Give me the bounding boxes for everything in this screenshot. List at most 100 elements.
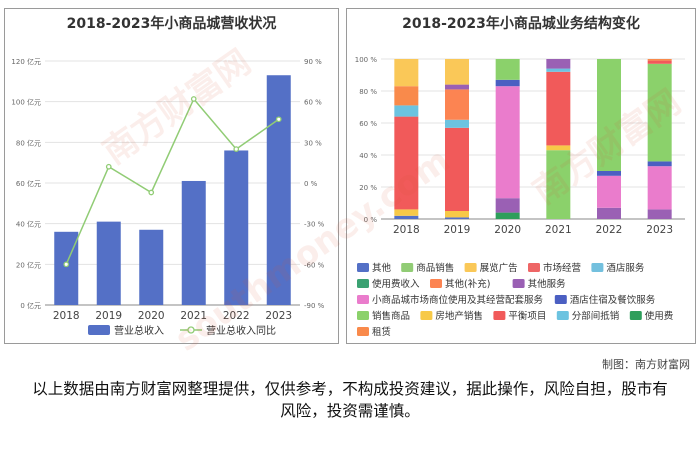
y-right-tick-label: 60 % bbox=[304, 99, 322, 107]
stack-segment bbox=[597, 207, 621, 219]
y-tick-label: 40 % bbox=[359, 152, 377, 160]
stack-segment bbox=[445, 84, 469, 90]
stack-segment bbox=[394, 116, 419, 210]
y-tick-label: 0 % bbox=[364, 216, 378, 224]
x-tick-label: 2020 bbox=[138, 310, 165, 322]
stack-segment bbox=[445, 59, 469, 85]
stack-segment bbox=[394, 209, 419, 216]
stack-segment bbox=[546, 59, 571, 69]
legend-swatch bbox=[357, 311, 369, 320]
stack-segment bbox=[445, 89, 469, 120]
y-right-tick-label: -90 % bbox=[304, 302, 325, 310]
legend-swatch bbox=[430, 279, 442, 288]
legend-swatch bbox=[528, 263, 540, 272]
revenue-bar bbox=[139, 229, 164, 305]
stack-segment bbox=[647, 59, 672, 61]
stack-segment bbox=[546, 145, 571, 151]
yoy-line bbox=[65, 97, 280, 265]
y-left-tick-label: 40 亿元 bbox=[16, 220, 41, 229]
stack-segment bbox=[546, 150, 571, 219]
legend-marker-yoy bbox=[187, 326, 195, 334]
legend-swatch bbox=[357, 327, 369, 336]
y-right-tick-label: 90 % bbox=[304, 58, 322, 66]
stack-segment bbox=[495, 59, 520, 80]
stack-segment bbox=[647, 60, 672, 64]
stack-segment bbox=[597, 171, 621, 176]
revenue-chart-panel: 2018-2023年小商品城营收状况 0 亿元 -90 % 20 亿元 -60 % 40… bbox=[4, 8, 339, 344]
y-left-tick-label: 0 亿元 bbox=[20, 301, 41, 310]
legend-label: 其他服务 bbox=[528, 278, 567, 290]
legend-swatch bbox=[556, 311, 569, 320]
legend-swatch bbox=[464, 263, 477, 272]
stack-segment bbox=[394, 86, 419, 106]
stack-segment bbox=[495, 86, 520, 199]
stack-segment bbox=[495, 79, 520, 87]
x-tick-label: 2022 bbox=[223, 310, 250, 322]
stack-segment bbox=[597, 59, 621, 171]
legend-label: 小商品城市场商位使用及其经营配套服务 bbox=[372, 294, 544, 306]
stack-segment bbox=[445, 217, 469, 219]
revenue-bar bbox=[266, 75, 291, 305]
structure-chart-panel: 2018-2023年小商品城业务结构变化 0 % 20 % 40 % 60 % 80 %… bbox=[346, 8, 696, 344]
stack-segment bbox=[445, 119, 469, 128]
legend-label: 市场经营 bbox=[543, 262, 581, 274]
legend-label: 商品销售 bbox=[416, 262, 454, 274]
legend-swatch bbox=[401, 263, 414, 272]
y-left-tick-label: 120 亿元 bbox=[11, 57, 41, 66]
stack-segment bbox=[445, 211, 469, 218]
legend-label: 其他 bbox=[372, 262, 392, 274]
legend-swatch bbox=[629, 311, 642, 320]
x-tick-label: 2018 bbox=[393, 224, 420, 236]
legend-label-yoy: 营业总收入同比 bbox=[206, 324, 276, 337]
stack-segment bbox=[394, 215, 419, 219]
legend-label-revenue: 营业总收入 bbox=[114, 324, 164, 337]
stack-segment bbox=[647, 166, 672, 210]
legend-label: 展览广告 bbox=[480, 262, 518, 274]
chart-credit: 制图：南方财富网 bbox=[602, 358, 690, 371]
x-tick-label: 2023 bbox=[265, 310, 292, 322]
x-tick-label: 2022 bbox=[596, 224, 623, 236]
legend-swatch bbox=[554, 295, 567, 304]
x-tick-label: 2021 bbox=[545, 224, 572, 236]
legend-swatch bbox=[420, 311, 433, 320]
legend-label: 使用费收入 bbox=[372, 278, 420, 290]
legend-label: 使用费 bbox=[645, 310, 674, 322]
y-left-tick-label: 80 亿元 bbox=[16, 138, 41, 147]
x-tick-label: 2019 bbox=[444, 224, 471, 236]
legend-label: 其他(补充) bbox=[445, 278, 490, 290]
yoy-point bbox=[105, 163, 112, 170]
yoy-point bbox=[233, 146, 240, 152]
y-left-tick-label: 20 亿元 bbox=[16, 260, 41, 269]
legend-swatch bbox=[357, 263, 369, 272]
stack-segment bbox=[445, 127, 469, 211]
yoy-point bbox=[190, 96, 197, 102]
y-right-tick-label: -30 % bbox=[304, 221, 325, 229]
y-tick-label: 100 % bbox=[355, 56, 378, 64]
legend-swatch bbox=[357, 295, 369, 304]
legend-label: 酒店住宿及餐饮服务 bbox=[570, 294, 656, 306]
legend-label: 房地产销售 bbox=[435, 310, 483, 322]
stack-segment bbox=[394, 105, 419, 117]
y-right-tick-label: -60 % bbox=[304, 261, 325, 269]
revenue-chart-title: 2018-2023年小商品城营收状况 bbox=[66, 16, 277, 32]
yoy-point bbox=[148, 189, 155, 196]
legend-label: 销售商品 bbox=[372, 310, 410, 322]
legend-label: 酒店服务 bbox=[606, 262, 645, 274]
legend-swatch bbox=[512, 279, 525, 288]
x-tick-label: 2020 bbox=[494, 224, 521, 236]
revenue-bar bbox=[96, 221, 121, 305]
y-tick-label: 20 % bbox=[359, 184, 377, 192]
stack-segment bbox=[647, 209, 672, 219]
yoy-point bbox=[275, 116, 282, 123]
y-tick-label: 60 % bbox=[359, 120, 377, 128]
yoy-point bbox=[63, 261, 70, 268]
revenue-chart: 0 亿元 -90 % 20 亿元 -60 % 40 亿元 -30 % 60 亿元 0 % 80 … bbox=[11, 57, 325, 337]
y-right-tick-label: 0 % bbox=[304, 180, 318, 188]
x-tick-label: 2023 bbox=[646, 224, 673, 236]
stack-segment bbox=[495, 198, 520, 213]
y-right-tick-label: 30 % bbox=[304, 139, 322, 147]
stack-segment bbox=[394, 59, 419, 87]
legend-swatch bbox=[493, 311, 506, 320]
legend-label: 租赁 bbox=[372, 326, 391, 338]
stack-segment bbox=[546, 71, 571, 146]
